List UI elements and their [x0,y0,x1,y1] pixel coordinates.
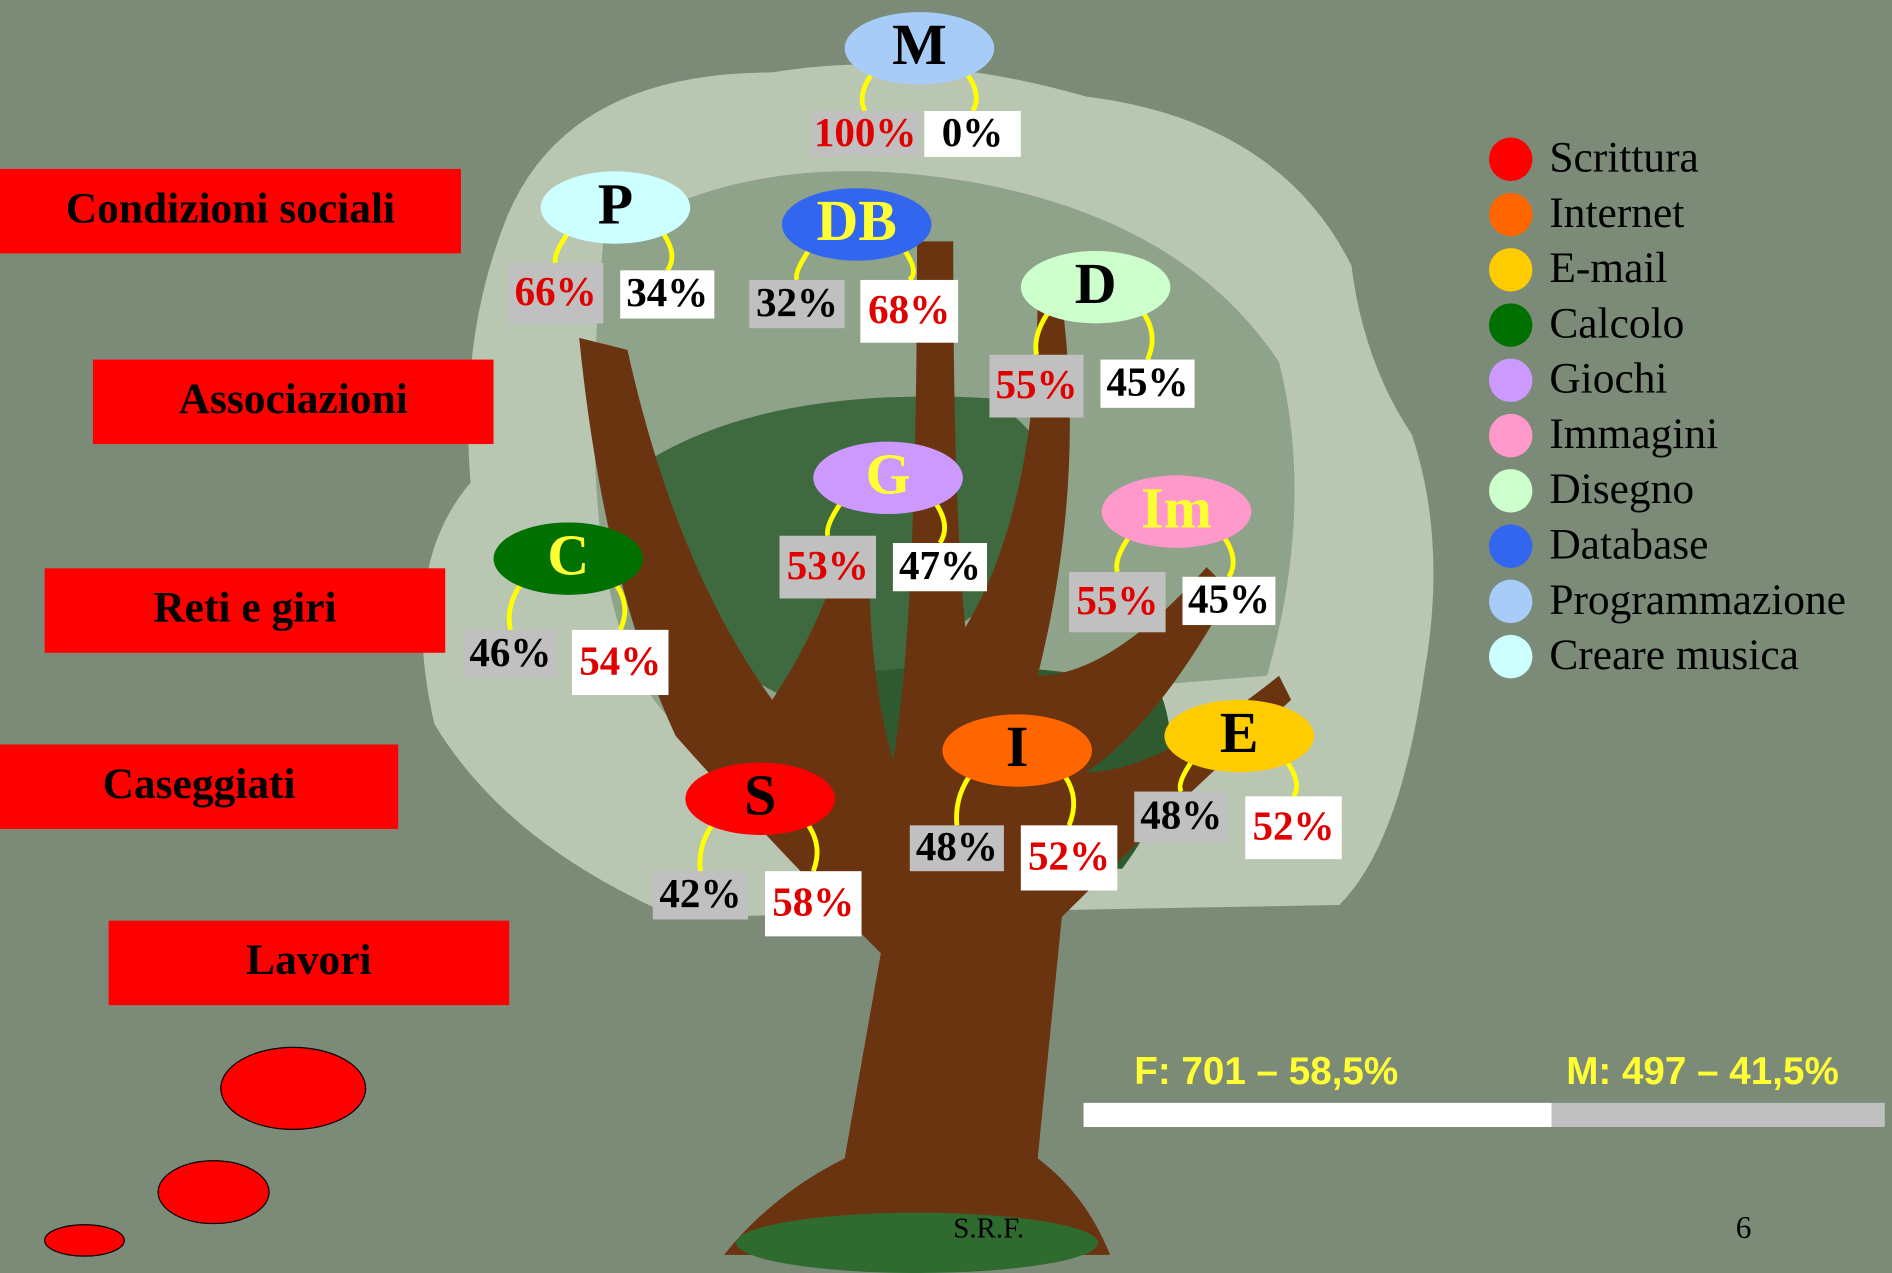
percent-right: 52% [1028,833,1110,879]
percent-left: 32% [756,279,838,325]
percent-right: 45% [1106,359,1188,405]
legend-swatch [1489,138,1532,181]
percent-right: 58% [772,879,854,925]
percent-left: 46% [469,629,551,675]
legend-label: Database [1549,521,1708,569]
bar-male [1552,1103,1885,1127]
decor-bubble [45,1225,125,1256]
category-label: Lavori [246,936,371,984]
percent-left: 100% [814,109,917,155]
percent-left: 53% [787,542,869,588]
node-label: Im [1141,475,1212,540]
page: S.R.F. 6 Condizioni sociali Associazioni R… [0,0,1892,1273]
percent-left: 55% [995,361,1077,407]
legend-label: Calcolo [1549,299,1684,347]
percent-right: 34% [626,269,708,315]
legend-swatch [1489,414,1532,457]
percent-left: 55% [1076,577,1158,623]
node-label: I [1006,714,1029,779]
page-number: 6 [1736,1210,1752,1245]
node-label: DB [816,188,896,253]
percent-right: 68% [868,286,950,332]
legend-swatch [1489,635,1532,678]
legend-swatch [1489,193,1532,236]
node-label: E [1220,700,1259,765]
legend-label: Internet [1549,189,1684,237]
category-label: Associazioni [179,375,408,423]
legend-swatch [1489,303,1532,346]
legend-label: E-mail [1549,244,1667,292]
percent-left: 42% [659,870,741,916]
legend-swatch [1489,524,1532,567]
node-label: M [892,12,947,77]
slide: S.R.F. 6 Condizioni sociali Associazioni R… [0,0,1892,1273]
node-label: S [744,763,776,828]
legend-swatch [1489,359,1532,402]
legend-label: Scrittura [1549,134,1699,182]
legend-swatch [1489,580,1532,623]
female-summary: F: 701 – 58,5% [1134,1050,1398,1093]
legend-label: Creare musica [1549,631,1799,679]
author: S.R.F. [953,1212,1024,1244]
percent-left: 48% [916,823,998,869]
category-label: Condizioni sociali [66,184,395,232]
percent-right: 45% [1188,576,1270,622]
node-label: P [598,171,633,236]
legend-label: Programmazione [1549,576,1846,624]
percent-right: 54% [579,637,661,683]
legend-label: Immagini [1549,410,1718,458]
bar-female [1084,1103,1552,1127]
category-label: Caseggiati [103,760,296,808]
decor-bubble [221,1047,366,1129]
percent-right: 0% [942,109,1004,155]
percent-right: 52% [1252,803,1334,849]
percent-left: 48% [1140,792,1222,838]
category-label: Reti e giri [153,584,336,632]
legend-swatch [1489,248,1532,291]
node-label: C [547,522,589,587]
legend-swatch [1489,469,1532,512]
node-label: G [866,442,911,507]
male-summary: M: 497 – 41,5% [1566,1050,1839,1093]
percent-right: 47% [899,542,981,588]
percent-left: 66% [515,268,597,314]
grass [736,1213,1098,1273]
legend-label: Giochi [1549,355,1667,403]
summary-bar [1084,1103,1885,1127]
decor-bubble [158,1161,269,1224]
legend-label: Disegno [1549,465,1694,513]
node-label: D [1075,251,1117,316]
